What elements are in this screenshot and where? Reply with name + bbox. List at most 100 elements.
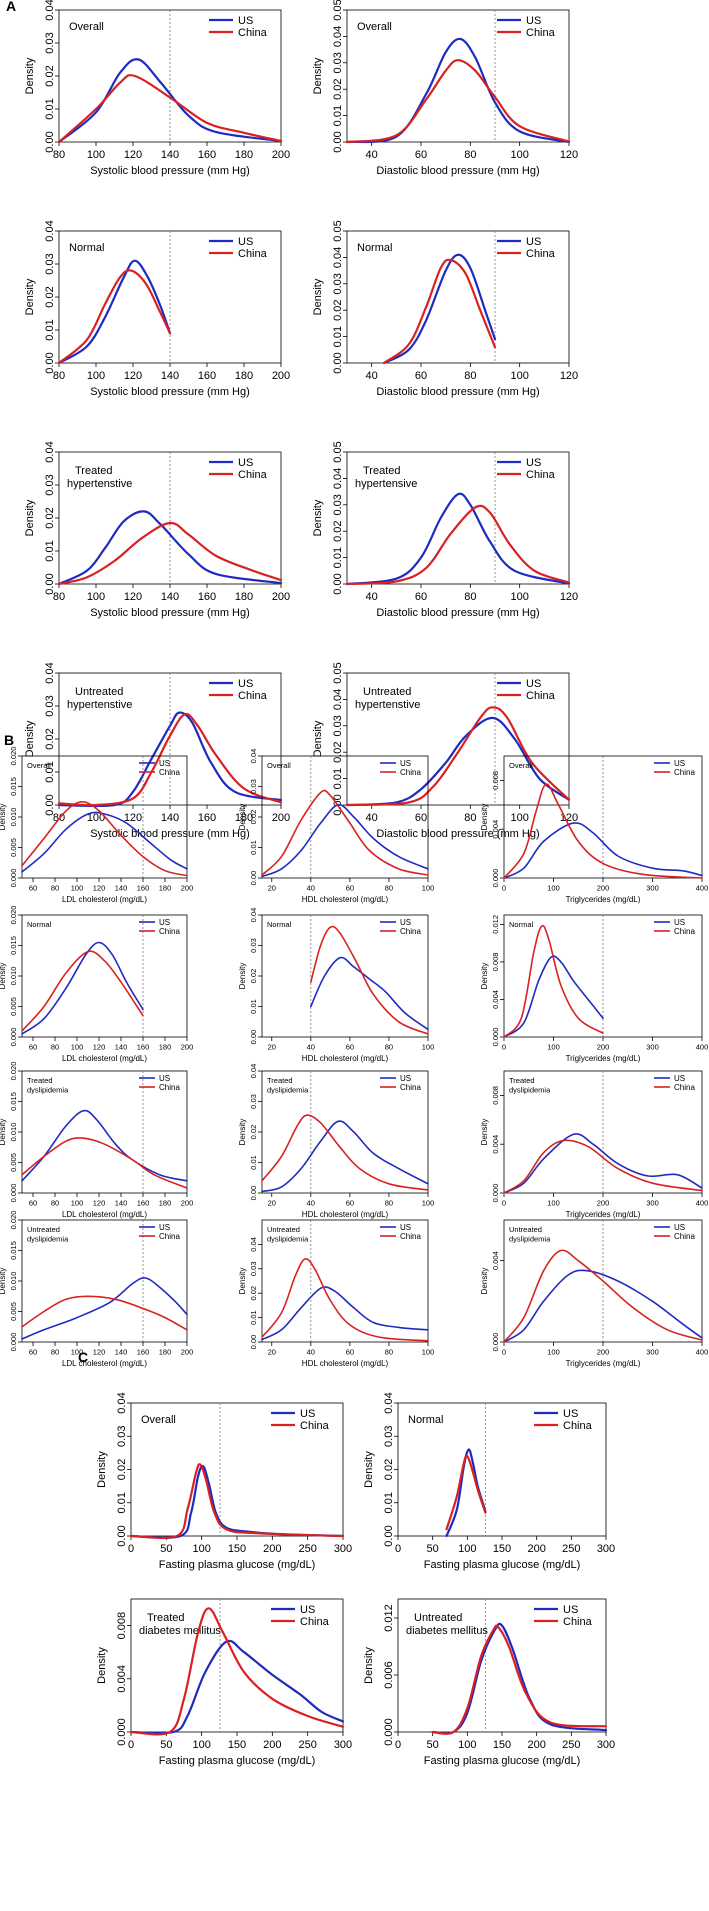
chart23-y-tick-label: 0.008 [116,1612,128,1640]
chart5-legend-label-china: China [238,469,268,481]
chart12-y-tick-label: 0.010 [9,967,18,986]
chart3-legend-label-china: China [238,248,268,260]
chart16-y-axis-label: Density [238,1119,247,1146]
chart3-y-axis-label: Density [24,278,36,315]
chart15-legend-label-us: US [159,1074,170,1083]
chart5-y-tick-label: 0.00 [44,573,56,594]
chart22-y-tick-label: 0.02 [383,1459,395,1480]
chart13-x-tick-label: 80 [385,1043,393,1052]
chart2-y-tick-label: 0.04 [332,26,344,47]
chart6-y-tick-label: 0.01 [332,547,344,568]
chart22-series-china-line [445,1454,487,1531]
chart17-y-axis-label: Density [480,1119,489,1146]
chart3-y-tick-label: 0.04 [44,220,56,241]
chart12-x-tick-label: 80 [51,1043,59,1052]
chart6-series-china-line [345,504,571,586]
chart9-x-axis-label: LDL cholesterol (mg/dL) [62,895,147,904]
chart22-y-tick-label: 0.00 [383,1525,395,1546]
chart21-x-tick-label: 150 [228,1543,246,1555]
chart20-y-tick-label: 0.000 [491,1333,500,1352]
chart9-x-tick-label: 80 [51,884,59,893]
chart19-x-tick-label: 20 [268,1348,276,1357]
chart20-series-china-line [503,1249,703,1343]
chart12-series-us-line [21,941,144,1035]
chart10-x-tick-label: 40 [307,884,315,893]
chart4-y-tick-label: 0.05 [332,220,344,241]
chart13-title: Normal [267,920,292,929]
chart1-title: Overall [69,21,104,33]
chart11-series-us-line [503,822,703,879]
chart11-y-tick-label: 0.008 [491,771,500,790]
chart22-y-tick-label: 0.04 [383,1392,395,1413]
chart6-x-tick-label: 60 [415,591,427,603]
chart1-legend-label-us: US [238,15,253,27]
chart22-legend-label-us: US [563,1408,578,1420]
chart19-legend-label-us: US [400,1223,411,1232]
chart2-x-tick-label: 40 [366,149,378,161]
chart19-y-tick-label: 0.03 [249,1261,258,1276]
chart21-y-tick-label: 0.02 [116,1459,128,1480]
chart20-legend-label-us: US [674,1223,685,1232]
chart7-x-tick-label: 140 [161,812,179,824]
chart8-series-china-line [345,706,571,807]
chart4-y-tick-label: 0.04 [332,247,344,268]
chart5-legend-label-us: US [238,457,253,469]
chart12-title: Normal [27,920,52,929]
chart10-x-axis-label: HDL cholesterol (mg/dL) [302,895,389,904]
chart24-legend-label-us: US [563,1604,578,1616]
section-label-b: B [4,732,15,748]
chart3-x-tick-label: 100 [87,370,105,382]
chart13-y-axis-label: Density [238,963,247,990]
chart12-y-axis-label: Density [0,963,7,990]
chart1-y-tick-label: 0.01 [44,98,56,119]
chart21-x-tick-label: 250 [298,1543,316,1555]
chart7-x-axis-label: Systolic blood pressure (mm Hg) [90,828,250,840]
chart14-y-tick-label: 0.000 [491,1028,500,1047]
chart16-x-tick-label: 100 [422,1199,435,1208]
chart1-y-tick-label: 0.03 [44,32,56,53]
chart5-title: Treated hypertenstive [67,465,132,490]
chart14-y-axis-label: Density [480,963,489,990]
chart13-y-tick-label: 0.02 [249,969,258,984]
chart1-x-axis-label: Systolic blood pressure (mm Hg) [90,165,250,177]
chart23-x-tick-label: 300 [334,1739,352,1751]
chart12-x-tick-label: 140 [115,1043,128,1052]
chart12-x-tick-label: 200 [181,1043,194,1052]
chart19-x-axis-label: HDL cholesterol (mg/dL) [302,1359,389,1368]
chart19-x-tick-label: 100 [422,1348,435,1357]
chart7-y-tick-label: 0.03 [44,695,56,716]
chart15-y-tick-label: 0.020 [9,1062,18,1081]
chart23-x-tick-label: 100 [192,1739,210,1751]
chart12-y-tick-label: 0.015 [9,936,18,955]
chart9-y-axis-label: Density [0,804,7,831]
chart22-x-tick-label: 300 [597,1543,615,1555]
chart3-y-tick-label: 0.01 [44,319,56,340]
chart9-x-tick-label: 180 [159,884,172,893]
chart23-x-axis-label: Fasting plasma glucose (mg/dL) [159,1755,316,1767]
chart15-x-tick-label: 60 [29,1199,37,1208]
chart3-x-axis-label: Systolic blood pressure (mm Hg) [90,386,250,398]
chart20-legend-label-china: China [674,1232,695,1241]
chart6-x-tick-label: 120 [560,591,578,603]
chart17-x-tick-label: 200 [597,1199,610,1208]
chart9-y-tick-label: 0.000 [9,869,18,888]
chart22-x-tick-label: 0 [395,1543,401,1555]
chart2-x-tick-label: 80 [464,149,476,161]
chart6-y-tick-label: 0.03 [332,494,344,515]
chart23-series-us-line [129,1639,345,1735]
chart6-y-tick-label: 0.04 [332,468,344,489]
chart23-x-tick-label: 0 [128,1739,134,1751]
chart10-y-axis-label: Density [238,804,247,831]
chart4-series-us-line [382,253,497,365]
chart18-series-china-line [21,1295,188,1331]
chart24-y-tick-label: 0.006 [383,1661,395,1689]
chart21-series-china-line [129,1463,345,1540]
chart12-y-tick-label: 0.000 [9,1028,18,1047]
chart14-y-tick-label: 0.004 [491,990,500,1009]
chart14-x-tick-label: 100 [547,1043,560,1052]
chart22-x-tick-label: 200 [527,1543,545,1555]
chart3-y-tick-label: 0.00 [44,352,56,373]
chart18-series-us-line [21,1277,188,1340]
chart15-y-tick-label: 0.015 [9,1092,18,1111]
